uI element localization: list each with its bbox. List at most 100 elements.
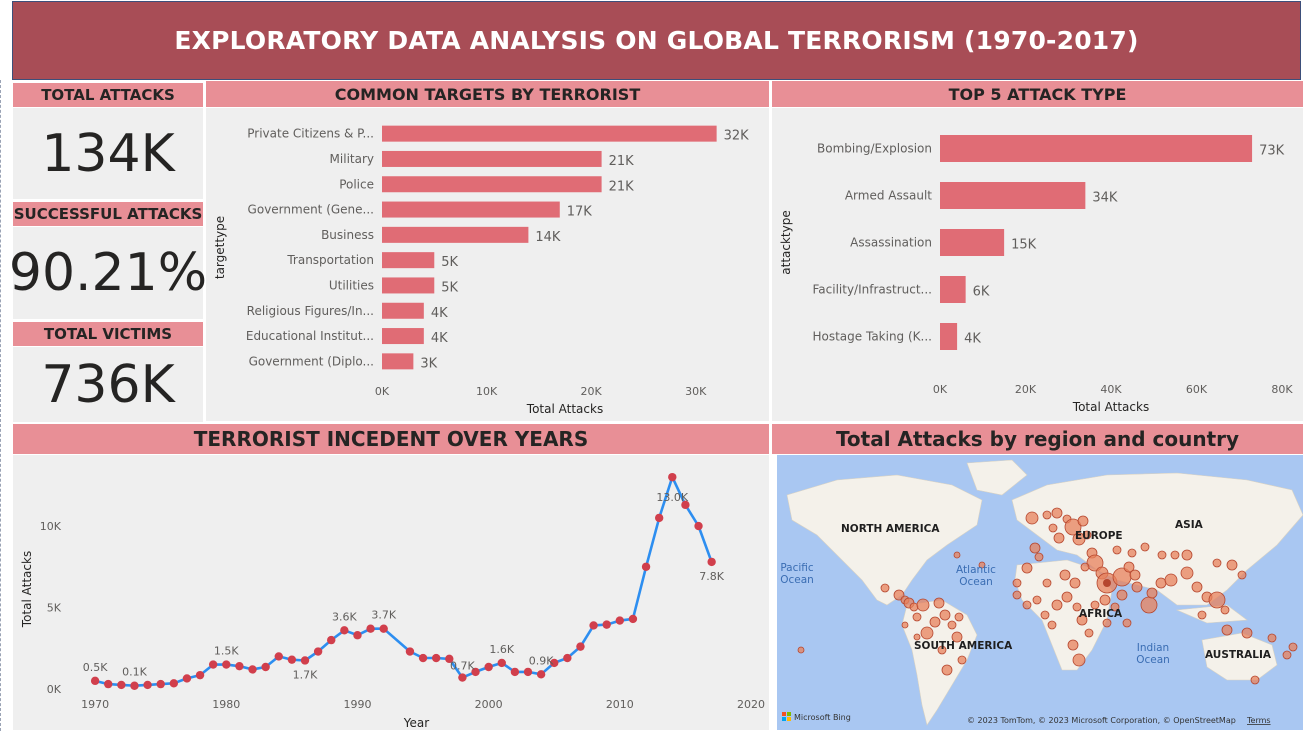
attack-bubble[interactable] <box>1116 589 1128 601</box>
attack-bubble[interactable] <box>929 616 941 628</box>
attack-bubble[interactable] <box>1084 628 1094 638</box>
attack-bubble[interactable] <box>1064 518 1082 536</box>
attack-bubble[interactable] <box>933 597 945 609</box>
data-point[interactable] <box>563 653 572 663</box>
data-point[interactable] <box>628 614 638 624</box>
data-point[interactable] <box>208 660 218 669</box>
attack-bubble[interactable] <box>1123 561 1135 573</box>
data-point[interactable] <box>681 500 690 510</box>
attack-bubble[interactable] <box>1090 600 1100 610</box>
attack-bubble[interactable] <box>913 633 921 641</box>
attack-bubble[interactable] <box>939 609 951 621</box>
data-point[interactable] <box>90 676 100 686</box>
attack-bubble[interactable] <box>1131 581 1143 593</box>
data-point[interactable] <box>471 667 480 677</box>
attack-bubble[interactable] <box>1112 545 1122 555</box>
attack-bubble[interactable] <box>1110 602 1120 612</box>
attack-bubble[interactable] <box>901 621 909 629</box>
bar[interactable] <box>382 277 435 294</box>
data-point[interactable] <box>248 665 257 674</box>
attack-bubble[interactable] <box>1191 581 1203 593</box>
attack-bubble[interactable] <box>1022 600 1032 610</box>
data-point[interactable] <box>576 642 585 651</box>
data-point[interactable] <box>235 661 244 671</box>
attack-bubble[interactable] <box>1208 591 1226 609</box>
data-point[interactable] <box>340 626 349 635</box>
attack-bubble[interactable] <box>1080 562 1090 572</box>
data-point[interactable] <box>536 670 546 679</box>
attack-bubble[interactable] <box>1241 627 1253 639</box>
attack-bubble[interactable] <box>1170 550 1180 560</box>
attack-bubble[interactable] <box>1157 550 1167 560</box>
data-point[interactable] <box>274 652 283 661</box>
data-point[interactable] <box>484 662 493 672</box>
attack-bubble[interactable] <box>1042 578 1052 588</box>
attack-bubble[interactable] <box>797 646 805 654</box>
bar[interactable] <box>940 323 958 350</box>
data-point[interactable] <box>418 653 428 663</box>
attack-bubble[interactable] <box>978 561 986 569</box>
data-point[interactable] <box>313 647 323 656</box>
data-point[interactable] <box>694 521 703 531</box>
attack-bubble[interactable] <box>1140 596 1158 614</box>
data-point[interactable] <box>405 647 415 656</box>
data-point[interactable] <box>366 624 375 633</box>
attack-bubble[interactable] <box>1102 618 1112 628</box>
data-point[interactable] <box>379 624 388 633</box>
attack-bubble[interactable] <box>1012 590 1022 600</box>
attack-bubble[interactable] <box>1059 569 1071 581</box>
attack-bubble[interactable] <box>947 620 957 630</box>
attack-bubble[interactable] <box>1164 573 1178 587</box>
attack-bubble[interactable] <box>1212 558 1222 568</box>
attack-bubble[interactable] <box>1155 577 1167 589</box>
attack-bubble[interactable] <box>1051 599 1063 611</box>
attack-bubble[interactable] <box>1025 511 1039 525</box>
data-point[interactable] <box>195 670 205 680</box>
attack-bubble[interactable] <box>1047 620 1057 630</box>
data-point[interactable] <box>707 557 716 567</box>
bar[interactable] <box>382 226 529 243</box>
attack-bubble[interactable] <box>1181 549 1193 561</box>
attack-bubble[interactable] <box>1076 614 1088 626</box>
attack-bubble[interactable] <box>1180 566 1194 580</box>
attack-bubble[interactable] <box>1032 595 1042 605</box>
attack-bubble[interactable] <box>1140 542 1150 552</box>
attack-bubble[interactable] <box>1220 605 1230 615</box>
data-point[interactable] <box>458 673 467 682</box>
data-point[interactable] <box>300 656 310 665</box>
attack-bubble[interactable] <box>1072 532 1086 546</box>
map-attribution[interactable]: © 2023 TomTom, © 2023 Microsoft Corporat… <box>967 716 1236 725</box>
data-point[interactable] <box>668 472 677 482</box>
attack-bubble[interactable] <box>1146 587 1158 599</box>
data-point[interactable] <box>327 635 336 645</box>
data-point[interactable] <box>550 658 559 668</box>
bar[interactable] <box>382 353 414 370</box>
bar[interactable] <box>382 252 435 269</box>
attack-bubble[interactable] <box>1048 523 1058 533</box>
data-point[interactable] <box>431 653 441 663</box>
attack-bubble[interactable] <box>1029 542 1041 554</box>
map-terms-link[interactable]: Terms <box>1246 716 1271 725</box>
attack-bubble[interactable] <box>1082 530 1092 540</box>
data-point[interactable] <box>445 654 454 664</box>
data-point[interactable] <box>104 679 113 689</box>
data-point[interactable] <box>353 631 362 640</box>
bar[interactable] <box>382 150 602 167</box>
bar[interactable] <box>382 176 602 193</box>
map-canvas[interactable]: NORTH AMERICA EUROPE ASIA AFRICA SOUTH A… <box>777 455 1303 730</box>
data-point[interactable] <box>117 680 126 690</box>
attack-bubble[interactable] <box>1288 642 1298 652</box>
data-point[interactable] <box>169 679 179 688</box>
attack-bubble[interactable] <box>1077 515 1089 527</box>
data-point[interactable] <box>523 667 533 677</box>
world-map[interactable]: NORTH AMERICA EUROPE ASIA AFRICA SOUTH A… <box>777 455 1303 730</box>
attack-bubble[interactable] <box>916 598 930 612</box>
data-point[interactable] <box>602 620 611 629</box>
attack-bubble[interactable] <box>1053 532 1065 544</box>
attack-bubble[interactable] <box>1040 610 1050 620</box>
attack-bubble[interactable] <box>1012 578 1022 588</box>
attack-bubble[interactable] <box>1067 639 1079 651</box>
data-point[interactable] <box>589 621 598 630</box>
attack-bubble[interactable] <box>1129 569 1141 581</box>
attack-bubble[interactable] <box>1086 554 1104 572</box>
